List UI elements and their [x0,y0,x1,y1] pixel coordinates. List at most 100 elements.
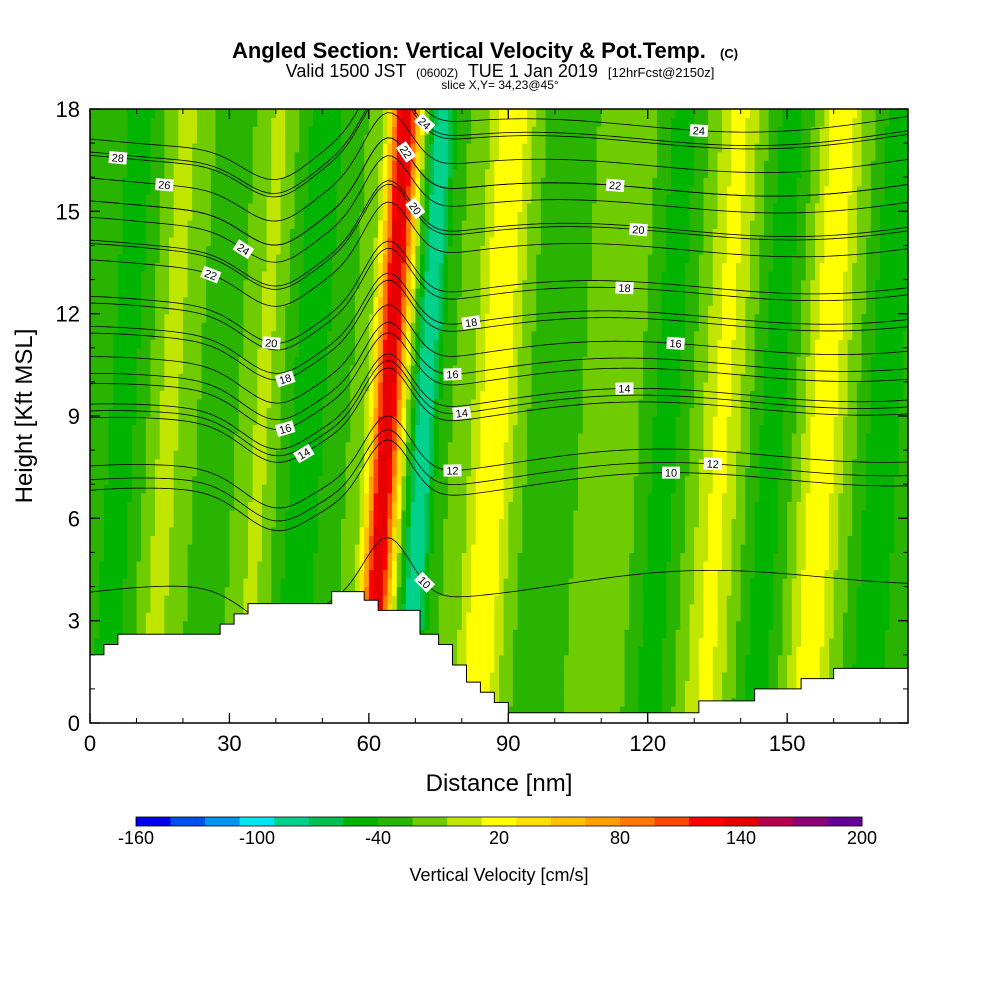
field-cell [471,578,500,588]
field-cell [647,288,663,298]
field-cell [638,441,653,451]
field-cell [875,330,904,340]
field-cell [373,595,384,605]
theta-contour [90,112,908,222]
field-cell [745,467,760,477]
field-cell [415,339,421,349]
field-cell [392,177,398,187]
field-cell [243,339,263,349]
field-cell [861,143,877,153]
field-cell [164,168,175,178]
field-cell [643,612,667,622]
field-cell [796,228,807,238]
field-cell [327,347,356,357]
field-cell [815,117,825,127]
field-cell [647,262,667,272]
field-cell [591,271,649,281]
field-cell [880,262,908,272]
field-cell [517,228,528,238]
field-cell [368,560,375,571]
contour-label: 12 [703,457,723,471]
field-cell [359,569,365,579]
field-cell [522,330,533,340]
field-cell [736,467,746,477]
field-cell [805,535,830,545]
field-cell [187,253,207,264]
field-cell [368,424,375,434]
field-cell [424,603,430,613]
field-cell [406,518,412,528]
field-cell [517,407,528,417]
field-cell [303,245,337,255]
field-cell [675,433,691,443]
field-cell [675,484,686,494]
field-cell [289,484,319,494]
field-cell [698,305,709,315]
field-cell [429,458,435,468]
field-cell [591,202,653,212]
field-cell [712,654,728,664]
field-cell [485,228,495,238]
field-cell [206,313,244,323]
field-cell [345,475,361,485]
field-cell [429,475,435,485]
field-cell [805,271,816,281]
field-cell [419,322,426,332]
field-cell [406,211,412,221]
field-cell [257,356,272,366]
field-cell [745,177,756,187]
field-cell [461,552,472,562]
field-cell [438,595,463,605]
field-cell [438,288,444,298]
field-cell [670,492,686,502]
field-cell [257,381,272,392]
field-cell [675,654,691,664]
field-cell [736,271,751,281]
field-cell [856,612,891,622]
field-cell [410,134,416,144]
field-cell [703,202,719,212]
field-cell [201,373,240,383]
theta-contour [90,109,908,180]
field-cell [773,578,784,588]
field-cell [387,126,393,136]
field-cell [248,552,263,562]
field-cell [880,245,908,255]
field-cell [847,398,858,409]
field-cell [796,398,807,409]
field-cell [787,509,798,519]
field-cell [568,620,630,630]
field-cell [294,356,328,366]
field-cell [410,407,416,417]
field-cell [424,330,440,340]
field-cell [531,390,584,400]
field-cell [852,134,863,144]
field-cell [736,501,746,511]
field-cell [536,288,588,298]
field-cell [452,416,472,426]
field-cell [805,373,816,383]
field-cell [275,305,286,315]
field-cell [387,552,393,562]
field-cell [903,356,908,366]
colorbar-swatch [378,817,414,826]
field-cell [856,109,863,119]
field-cell [192,143,217,153]
field-cell [819,671,830,681]
field-cell [368,441,375,451]
field-cell [452,211,468,221]
field-cell [401,595,407,605]
field-cell [387,492,393,502]
contour-label: 18 [615,281,634,295]
field-cell [447,450,472,460]
field-cell [350,433,365,443]
field-cell [768,680,779,690]
field-cell [271,356,286,366]
field-cell [424,160,430,170]
field-cell [429,126,435,136]
field-cell [643,347,658,357]
field-cell [433,160,449,170]
field-cell [457,117,472,127]
contour-label-text: 20 [632,224,645,237]
field-cell [531,347,588,357]
